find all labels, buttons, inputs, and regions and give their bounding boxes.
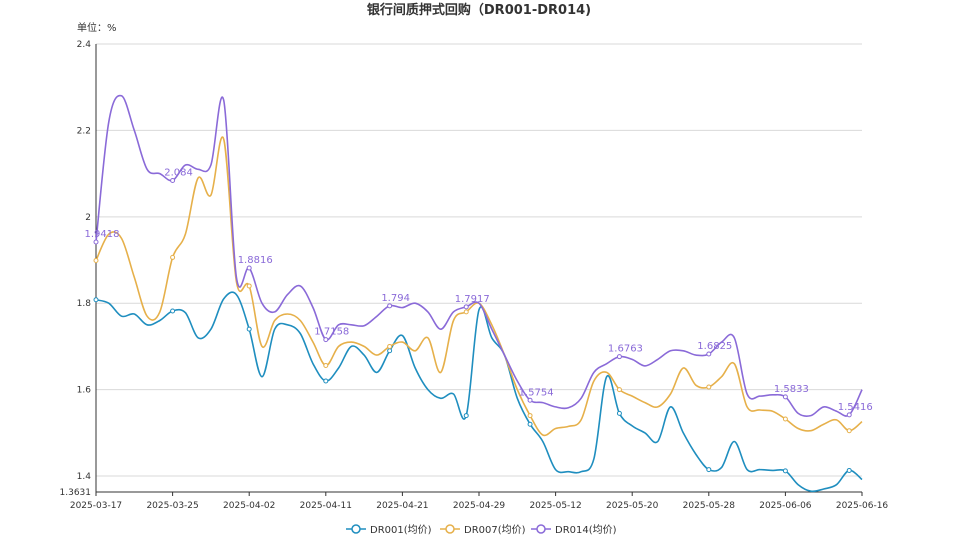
x-tick-label: 2025-03-25 xyxy=(146,501,198,511)
data-point xyxy=(170,254,176,260)
data-point xyxy=(246,283,252,289)
x-tick-label: 2025-05-12 xyxy=(529,501,581,511)
data-point xyxy=(527,421,533,427)
x-tick-label: 2025-04-11 xyxy=(300,501,352,511)
series-line-3 xyxy=(95,94,863,417)
x-tick-label: 2025-04-02 xyxy=(223,501,275,511)
unit-label: 单位：% xyxy=(77,21,117,34)
legend-swatch-marker xyxy=(445,524,455,534)
legend[interactable]: DR001(均价) DR007(均价) DR014(均价) xyxy=(346,524,617,536)
data-point xyxy=(846,428,852,434)
data-point xyxy=(323,378,329,384)
data-point xyxy=(527,413,533,419)
x-tick-label: 2025-05-20 xyxy=(606,501,659,511)
data-label: 1.8816 xyxy=(238,255,273,266)
data-label: 1.6763 xyxy=(608,344,643,355)
data-point xyxy=(93,239,99,245)
axes xyxy=(95,44,862,493)
data-point xyxy=(387,303,393,309)
legend-swatch-marker xyxy=(536,524,546,534)
y-tick-label: 2 xyxy=(85,213,91,223)
data-point xyxy=(463,309,469,315)
chart-title: 银行间质押式回购（DR001-DR014) xyxy=(367,2,591,18)
legend-label: DR007(均价) xyxy=(464,524,526,536)
data-point xyxy=(170,308,176,314)
data-label: 1.9418 xyxy=(85,229,120,240)
x-tick-label: 2025-04-21 xyxy=(376,501,428,511)
data-point xyxy=(93,257,99,263)
data-label: 1.5416 xyxy=(838,402,873,413)
legend-item-1[interactable]: DR001(均价) xyxy=(346,524,432,536)
series-line-2 xyxy=(95,136,863,437)
legend-label: DR001(均价) xyxy=(370,524,432,536)
grid-lines xyxy=(96,43,862,477)
x-tick-label: 2025-05-28 xyxy=(683,501,736,511)
legend-swatch-marker xyxy=(351,524,361,534)
data-label: 2.084 xyxy=(164,168,193,179)
data-point xyxy=(387,348,393,354)
y-tick-label: 1.8 xyxy=(77,299,92,309)
data-label-group: 1.9418 2.084 1.8816 1.7158 1.794 1.7917 1.5754… xyxy=(85,168,873,413)
data-point xyxy=(846,412,852,418)
data-point xyxy=(846,467,852,473)
data-point xyxy=(463,304,469,310)
data-label: 1.5754 xyxy=(519,387,554,398)
legend-item-2[interactable]: DR007(均价) xyxy=(440,524,526,536)
data-point xyxy=(706,351,712,357)
data-point xyxy=(527,397,533,403)
data-point xyxy=(782,468,788,474)
data-point xyxy=(616,354,622,360)
y-tick-label: 2.2 xyxy=(77,126,91,136)
data-point xyxy=(782,416,788,422)
data-label: 1.5833 xyxy=(774,384,809,395)
series-group xyxy=(95,94,863,493)
y-tick-label: 1.3631 xyxy=(60,488,92,498)
data-point xyxy=(246,326,252,332)
x-tick-label: 2025-06-06 xyxy=(759,501,812,511)
data-point xyxy=(323,337,329,343)
marker-group xyxy=(93,178,852,474)
series-line-1 xyxy=(95,291,863,493)
data-point xyxy=(706,467,712,473)
data-point xyxy=(616,387,622,393)
data-point xyxy=(246,265,252,271)
data-point xyxy=(782,394,788,400)
y-tick-label: 2.4 xyxy=(77,40,92,50)
data-point xyxy=(387,343,393,349)
data-point xyxy=(170,178,176,184)
data-label: 1.6825 xyxy=(697,341,732,352)
data-label: 1.7917 xyxy=(455,294,490,305)
legend-item-3[interactable]: DR014(均价) xyxy=(531,524,617,536)
data-label: 1.794 xyxy=(381,293,410,304)
x-tick-label: 2025-06-16 xyxy=(836,501,889,511)
data-point xyxy=(463,413,469,419)
data-point xyxy=(616,410,622,416)
x-tick-label: 2025-04-29 xyxy=(453,501,506,511)
y-axis-ticks: 1.3631 1.4 1.6 1.8 2 2.2 2.4 xyxy=(60,40,92,498)
x-axis-ticks: 2025-03-17 2025-03-25 2025-04-02 2025-04-11… xyxy=(70,492,889,511)
data-point xyxy=(706,384,712,390)
legend-label: DR014(均价) xyxy=(555,524,617,536)
y-tick-label: 1.6 xyxy=(77,386,92,396)
data-label: 1.7158 xyxy=(314,327,349,338)
data-point xyxy=(93,297,99,303)
y-tick-label: 1.4 xyxy=(77,472,92,482)
data-point xyxy=(323,362,329,368)
x-tick-label: 2025-03-17 xyxy=(70,501,122,511)
